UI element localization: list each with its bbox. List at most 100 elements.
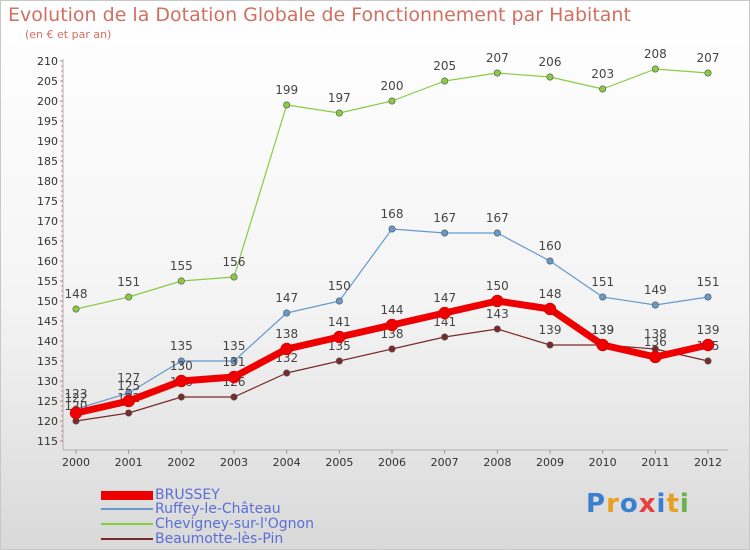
y-tick-label: 165 [37,235,58,248]
data-point-brussey [385,318,399,332]
proxiti-logo: Proxiti [586,489,690,519]
data-label-beaumotte: 141 [433,315,456,329]
data-point-ruffey [599,293,607,301]
y-tick-label: 190 [37,135,58,148]
data-label-chevigney: 200 [381,79,404,93]
data-point-ruffey [441,229,449,237]
data-point-beaumotte [125,409,133,417]
data-point-beaumotte [546,341,554,349]
data-point-beaumotte [493,325,501,333]
y-tick-label: 200 [37,95,58,108]
data-label-chevigney: 203 [591,67,614,81]
data-label-brussey: 147 [433,291,456,305]
logo-letter: t [666,489,680,519]
data-label-ruffey: 168 [381,207,404,221]
data-point-brussey [227,370,241,384]
data-label-beaumotte: 139 [591,323,614,337]
data-label-chevigney: 155 [170,259,193,273]
data-point-ruffey [704,293,712,301]
x-tick-label: 2012 [694,456,722,469]
y-tick-label: 130 [37,375,58,388]
logo-letter: P [586,489,607,519]
chart-title: Evolution de la Dotation Globale de Fonc… [8,4,631,26]
data-label-ruffey: 151 [697,275,720,289]
data-point-beaumotte [230,393,238,401]
data-label-brussey: 139 [697,323,720,337]
data-point-beaumotte [177,393,185,401]
legend-swatch-chevigney [101,523,153,525]
data-point-brussey [122,394,135,408]
data-label-ruffey: 167 [433,211,456,225]
legend-item-ruffey: Ruffey-le-Château [101,501,281,517]
legend-item-chevigney: Chevigney-sur-l'Ognon [101,516,314,532]
data-label-chevigney: 156 [223,255,246,269]
data-label-ruffey: 167 [486,211,509,225]
data-label-chevigney: 206 [539,55,562,69]
logo-letter: o [619,489,639,519]
legend-label: Ruffey-le-Château [155,501,281,517]
data-point-beaumotte [704,357,712,365]
y-tick-label: 150 [37,295,58,308]
data-label-beaumotte: 143 [486,307,509,321]
y-tick-label: 185 [37,155,58,168]
y-tick-label: 140 [37,335,58,348]
data-label-ruffey: 123 [65,387,88,401]
data-point-brussey [701,338,715,352]
data-point-beaumotte [441,333,449,341]
data-label-brussey: 136 [644,335,667,349]
data-label-chevigney: 208 [644,47,667,61]
data-point-ruffey [230,357,238,365]
x-tick-label: 2002 [167,456,195,469]
y-tick-label: 175 [37,195,58,208]
data-label-brussey: 138 [275,327,298,341]
y-tick-label: 180 [37,175,58,188]
legend-item-beaumotte: Beaumotte-lès-Pin [101,531,283,547]
data-label-brussey: 130 [170,359,193,373]
data-point-brussey [649,350,662,364]
data-label-ruffey: 160 [539,239,562,253]
data-label-brussey: 144 [381,303,404,317]
data-point-beaumotte [388,345,396,353]
data-point-chevigney [493,69,501,77]
data-label-chevigney: 199 [275,83,298,97]
data-label-brussey: 125 [117,379,140,393]
data-point-brussey [491,294,504,308]
data-point-brussey [596,338,609,352]
data-point-chevigney [283,101,291,109]
logo-letter: r [606,489,620,519]
y-tick-label: 125 [37,395,58,408]
data-label-ruffey: 147 [275,291,298,305]
data-point-brussey [543,302,557,316]
x-tick-label: 2004 [273,456,301,469]
data-label-ruffey: 127 [117,371,140,385]
data-label-ruffey: 149 [644,283,667,297]
chart-subtitle: (en € et par an) [25,28,112,41]
y-tick-label: 115 [37,435,58,448]
data-label-brussey: 150 [486,279,509,293]
legend-label: BRUSSEY [155,487,220,503]
x-tick-label: 2010 [589,456,617,469]
legend-swatch-beaumotte [101,538,153,540]
y-tick-label: 205 [37,75,58,88]
data-point-beaumotte [335,357,343,365]
data-point-brussey [438,306,451,320]
data-point-chevigney [546,73,554,81]
data-label-brussey: 122 [65,391,88,405]
x-tick-label: 2005 [325,456,353,469]
data-label-ruffey: 151 [591,275,614,289]
data-label-beaumotte: 138 [644,327,667,341]
data-point-brussey [69,406,83,420]
legend-swatch-ruffey [101,508,153,510]
y-tick-label: 135 [37,355,58,368]
data-point-ruffey [283,309,291,317]
data-label-ruffey: 150 [328,279,351,293]
data-point-chevigney [599,85,607,93]
data-point-beaumotte [283,369,291,377]
data-point-chevigney [441,77,449,85]
data-label-beaumotte: 135 [328,339,351,353]
y-tick-label: 195 [37,115,58,128]
data-point-brussey [333,330,346,344]
logo-letter: i [679,489,690,519]
